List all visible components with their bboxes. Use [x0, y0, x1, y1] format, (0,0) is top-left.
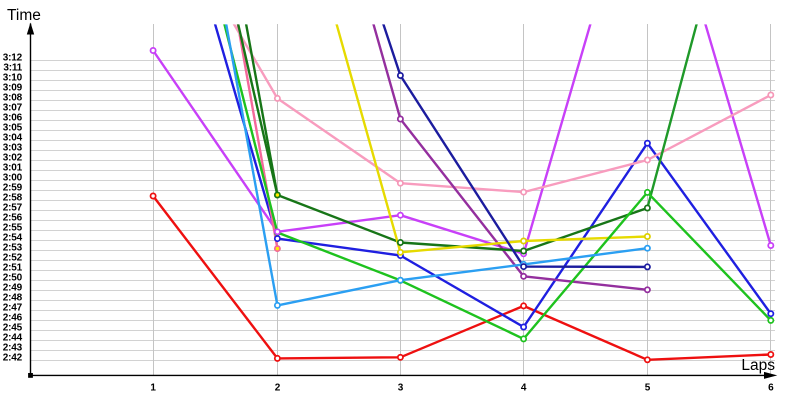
svg-text:1: 1 [150, 382, 156, 393]
svg-text:4: 4 [521, 382, 527, 393]
svg-text:3:12: 3:12 [3, 53, 23, 64]
svg-text:3:02: 3:02 [3, 153, 23, 164]
svg-text:Laps: Laps [741, 357, 775, 374]
svg-text:2:51: 2:51 [3, 263, 23, 274]
svg-text:2:56: 2:56 [3, 213, 23, 224]
svg-text:2:43: 2:43 [3, 343, 23, 354]
svg-text:2: 2 [275, 382, 281, 393]
svg-text:3:03: 3:03 [3, 143, 23, 154]
svg-text:3:09: 3:09 [3, 83, 23, 94]
svg-text:3:05: 3:05 [3, 123, 23, 134]
svg-text:6: 6 [768, 382, 774, 393]
svg-text:2:45: 2:45 [3, 323, 23, 334]
svg-text:3:10: 3:10 [3, 73, 23, 84]
svg-text:2:49: 2:49 [3, 283, 23, 294]
svg-text:2:59: 2:59 [3, 183, 23, 194]
svg-text:2:48: 2:48 [3, 293, 23, 304]
svg-text:2:54: 2:54 [3, 233, 23, 244]
svg-text:3:00: 3:00 [3, 173, 23, 184]
svg-text:3: 3 [398, 382, 404, 393]
svg-text:2:57: 2:57 [3, 203, 23, 214]
svg-text:3:11: 3:11 [3, 63, 22, 74]
svg-text:2:47: 2:47 [3, 303, 23, 314]
svg-text:2:55: 2:55 [3, 223, 23, 234]
svg-text:3:01: 3:01 [3, 163, 23, 174]
svg-text:3:07: 3:07 [3, 103, 23, 114]
svg-text:Time: Time [7, 7, 41, 24]
svg-text:2:53: 2:53 [3, 243, 23, 254]
svg-text:3:04: 3:04 [3, 133, 23, 144]
svg-text:3:06: 3:06 [3, 113, 23, 124]
svg-text:5: 5 [645, 382, 651, 393]
svg-text:2:46: 2:46 [3, 313, 23, 324]
svg-text:2:58: 2:58 [3, 193, 23, 204]
svg-text:2:50: 2:50 [3, 273, 23, 284]
svg-text:2:42: 2:42 [3, 353, 23, 364]
svg-text:3:08: 3:08 [3, 93, 23, 104]
svg-text:2:44: 2:44 [3, 333, 23, 344]
svg-text:2:52: 2:52 [3, 253, 23, 264]
